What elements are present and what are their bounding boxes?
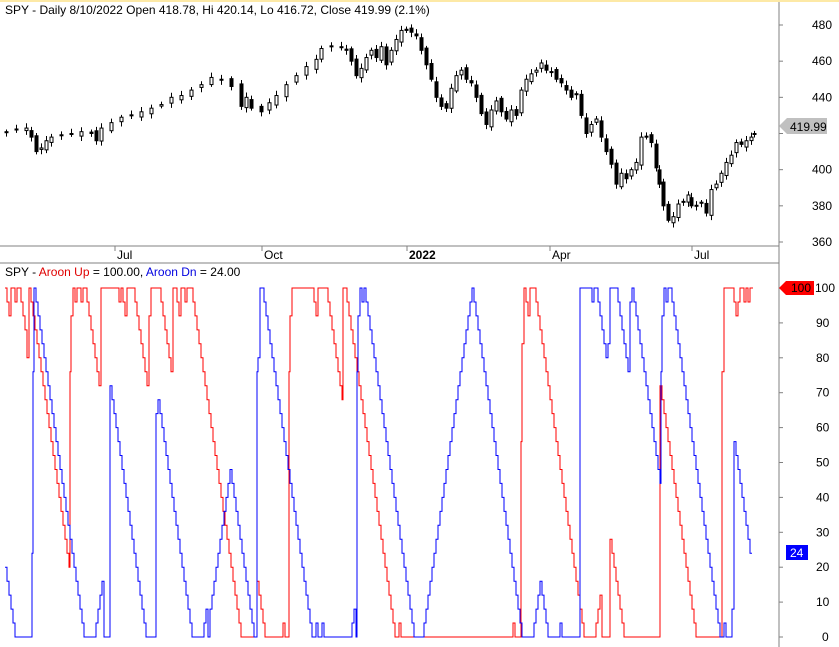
top-border [0, 0, 839, 2]
svg-text:Jul: Jul [117, 248, 132, 262]
aroon-dn-line [5, 287, 752, 638]
svg-text:Apr: Apr [552, 248, 571, 262]
svg-text:Jul: Jul [694, 248, 709, 262]
svg-text:20: 20 [816, 560, 830, 574]
aroon-up-line [5, 287, 753, 638]
svg-text:380: 380 [812, 199, 832, 213]
svg-text:0: 0 [822, 630, 829, 644]
svg-text:60: 60 [816, 421, 830, 435]
svg-text:80: 80 [816, 351, 830, 365]
price-pane-title: SPY - Daily 8/10/2022 Open 418.78, Hi 42… [5, 3, 430, 17]
svg-text:70: 70 [816, 386, 830, 400]
aroon-dn-legend: Aroon Dn [145, 265, 197, 279]
price-candles [4, 24, 757, 228]
svg-text:40: 40 [816, 490, 830, 504]
aroon-up-badge: 100 [779, 281, 814, 295]
last-price-badge: 419.99 [779, 118, 827, 134]
svg-text:460: 460 [812, 54, 832, 68]
aroon-pane-title: SPY - Aroon Up = 100.00, Aroon Dn = 24.0… [5, 265, 240, 279]
svg-text:90: 90 [816, 316, 830, 330]
aroon-up-legend: Aroon Up [38, 265, 90, 279]
svg-text:440: 440 [812, 90, 832, 104]
svg-text:10: 10 [816, 595, 830, 609]
last-price-value: 419.99 [790, 120, 827, 134]
svg-text:2022: 2022 [409, 248, 436, 262]
svg-text:30: 30 [816, 525, 830, 539]
svg-text:100: 100 [815, 281, 835, 295]
aroon-up-value: = 100.00, [89, 265, 146, 279]
svg-text:360: 360 [812, 235, 832, 249]
date-axis: Jul Oct 2022 Apr Jul [114, 246, 709, 262]
aroon-up-last-value: 100 [791, 281, 811, 295]
aroon-dn-value: = 24.00 [196, 265, 241, 279]
price-y-axis: 480 460 440 400 380 360 [779, 18, 832, 249]
aroon-dn-badge: 24 [786, 545, 808, 560]
svg-text:480: 480 [812, 18, 832, 32]
aroon-dn-last-value: 24 [790, 546, 804, 560]
svg-text:50: 50 [816, 456, 830, 470]
aroon-title-prefix: SPY - [5, 265, 39, 279]
svg-text:Oct: Oct [264, 248, 283, 262]
svg-text:400: 400 [812, 163, 832, 177]
